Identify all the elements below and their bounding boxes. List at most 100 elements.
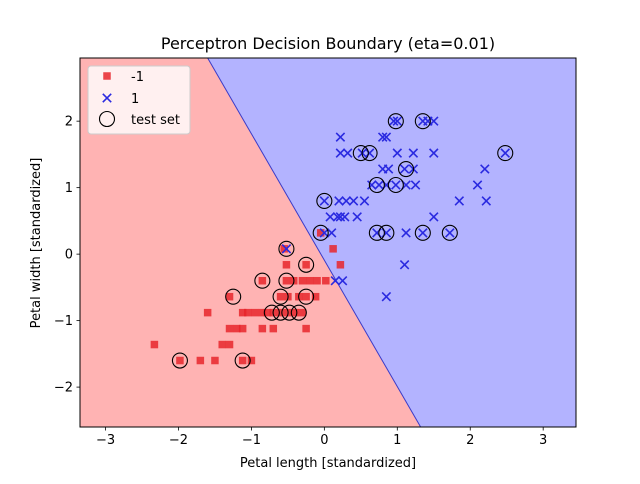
data-point-x-stroke-b [341,196,352,206]
data-point-x [337,275,348,286]
test-set-circle [171,352,188,369]
axes: −3 −2 −1 0 1 2 3 −2 −1 0 1 2 [54,57,577,448]
x-tick-label: 2 [466,433,474,448]
data-point-x-stroke-b [366,180,377,190]
data-point-x-stroke-b [388,116,399,126]
data-point-x-stroke-b [401,228,411,238]
data-point-square [258,276,267,285]
data-point-x [428,116,439,126]
test-set-circle [414,224,431,241]
data-point-x-stroke-b [330,275,341,286]
data-point-square [238,356,247,365]
data-point-x-stroke-b [472,180,483,190]
data-point-square [150,340,159,349]
data-point-x [418,228,428,238]
data-point-x [383,164,394,174]
data-point-x [377,132,388,142]
data-point-x [454,196,465,206]
data-point-x [341,196,352,206]
x-tick-label: 1 [393,433,401,448]
data-point-square [238,324,247,333]
data-point-square [329,245,337,253]
data-point-x [332,212,343,222]
data-point-x-stroke-b [335,148,346,158]
data-point-x-stroke-b [399,164,410,174]
data-point-x [366,180,377,190]
test-set-circle [441,224,458,241]
data-point-square [282,261,291,269]
data-point-square [258,308,267,317]
chart-title: Perceptron Decision Boundary (eta=0.01) [161,34,495,53]
data-point-square [251,308,259,317]
data-point-x-stroke-b [408,148,419,158]
data-point-x-stroke-b [335,132,346,142]
legend-item-1: 1 [102,92,139,107]
data-point-square [238,308,247,317]
data-point-square [298,308,307,317]
legend-box [87,65,191,135]
data-point-x-stroke-b [364,148,375,158]
test-set-circle [387,176,404,194]
data-point-x-stroke-b [281,244,292,254]
legend-label-0: -1 [131,70,144,85]
test-set-circle [278,272,295,289]
data-point-x [445,228,455,238]
data-point-square [276,308,285,317]
test-set-circle [272,288,289,305]
data-point-square [196,356,205,365]
x-tick-label: −1 [242,433,261,448]
test-set-circle [272,304,289,321]
y-tick-label: 2 [65,115,73,130]
test-set-circle [414,113,431,130]
data-point-square [258,324,267,333]
series-2 [171,113,514,369]
data-point-square [225,292,234,301]
data-point-x [388,116,399,126]
data-point-x [342,148,353,158]
y-tick-label: 1 [65,181,73,196]
data-point-x [480,164,490,174]
data-point-x-stroke-b [392,116,403,126]
data-point-x [381,132,392,142]
data-point-x-stroke-b [374,180,384,190]
data-point-x-stroke-b [319,196,330,206]
data-point-x-stroke-b [381,132,392,142]
legend-marker-1-stroke-b [102,93,112,103]
test-set-circle [290,304,307,321]
data-point-square [203,308,212,317]
data-point-x [335,132,346,142]
data-point-square [302,261,310,269]
legend-label-1: 1 [131,92,139,107]
y-tick-label: −1 [54,314,73,329]
series-1 [281,116,511,302]
data-point-x [335,212,346,222]
data-point-square [269,324,278,333]
data-point-x [481,196,492,206]
data-point-square [211,356,219,365]
data-point-x [410,180,421,190]
test-set-circle [281,304,298,321]
data-point-x [335,148,346,158]
test-set-circle [316,192,333,209]
x-tick-label: −2 [169,433,188,448]
data-point-square [225,340,234,349]
data-point-square [302,292,310,301]
data-point-x-stroke-b [348,196,359,206]
test-set-circle [225,288,242,305]
data-point-x-stroke-b [381,291,392,302]
data-point-x-stroke-b [325,212,335,222]
data-point-x-stroke-b [335,212,346,222]
data-point-square [276,292,285,301]
data-point-x [352,212,362,222]
test-set-circle [278,240,295,257]
data-point-square [233,324,241,333]
data-point-x [334,196,344,206]
data-point-x-stroke-b [500,148,511,158]
data-point-x [381,291,392,302]
data-point-x [330,275,341,286]
data-point-x [326,228,337,238]
data-point-x [428,148,439,158]
data-point-square [225,324,234,333]
